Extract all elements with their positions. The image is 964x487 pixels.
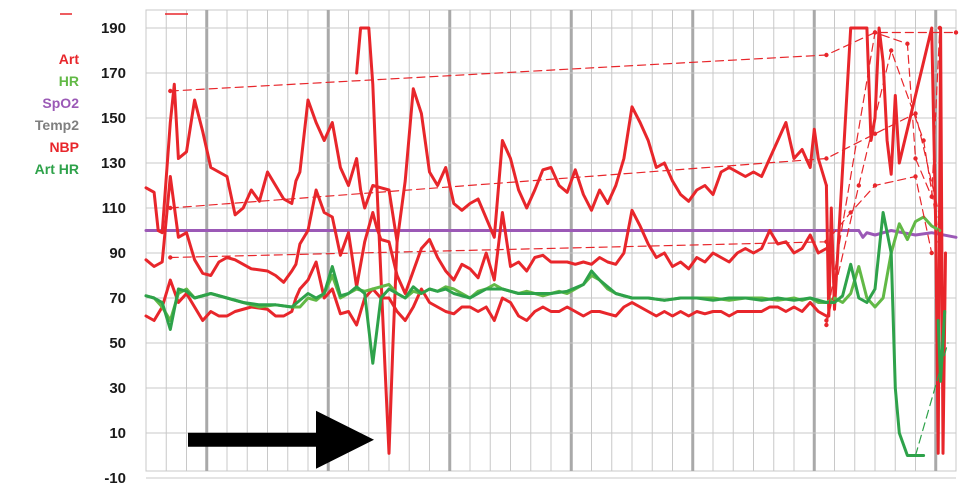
nbp-point bbox=[938, 215, 942, 219]
legend: Art HR SpO2 Temp2 NBP Art HR bbox=[35, 51, 80, 177]
legend-entry-art: Art bbox=[59, 51, 80, 67]
nbp-point bbox=[921, 138, 925, 142]
legend-entry-spo2: SpO2 bbox=[42, 95, 79, 111]
y-tick-label: -10 bbox=[104, 470, 126, 487]
y-tick-label: 150 bbox=[101, 110, 126, 127]
nbp-point bbox=[873, 30, 877, 34]
nbp-point bbox=[849, 210, 853, 214]
legend-entry-art-hr: Art HR bbox=[35, 161, 79, 177]
grid-lines bbox=[146, 10, 956, 478]
y-tick-label: 70 bbox=[109, 290, 126, 307]
y-axis-ticks: 190 170 150 130 110 90 70 50 30 10 -10 bbox=[101, 20, 126, 487]
nbp-point bbox=[824, 156, 828, 160]
nbp-point bbox=[913, 156, 917, 160]
y-tick-label: 10 bbox=[109, 425, 126, 442]
nbp-point bbox=[889, 48, 893, 52]
nbp-point bbox=[938, 240, 942, 244]
nbp-point bbox=[873, 132, 877, 136]
y-tick-label: 170 bbox=[101, 65, 126, 82]
nbp-point bbox=[824, 323, 828, 327]
arrow-shaft bbox=[188, 433, 319, 447]
legend-entry-nbp: NBP bbox=[49, 139, 79, 155]
nbp-point bbox=[824, 53, 828, 57]
nbp-point bbox=[857, 183, 861, 187]
nbp-point bbox=[873, 183, 877, 187]
nbp-point bbox=[824, 240, 828, 244]
y-tick-label: 130 bbox=[101, 155, 126, 172]
nbp-point bbox=[938, 26, 942, 30]
legend-entry-hr: HR bbox=[59, 73, 79, 89]
y-tick-label: 110 bbox=[102, 200, 126, 217]
nbp-point bbox=[954, 30, 958, 34]
y-tick-label: 50 bbox=[109, 335, 126, 352]
legend-entry-temp2: Temp2 bbox=[35, 117, 79, 133]
nbp-point bbox=[913, 174, 917, 178]
nbp-point bbox=[168, 89, 172, 93]
y-tick-label: 30 bbox=[109, 380, 126, 397]
nbp-point bbox=[168, 255, 172, 259]
nbp-point bbox=[913, 111, 917, 115]
y-tick-label: 190 bbox=[101, 20, 126, 37]
nbp-point bbox=[168, 206, 172, 210]
nbp-point bbox=[905, 42, 909, 46]
y-tick-label: 90 bbox=[109, 245, 126, 262]
nbp-point bbox=[930, 251, 934, 255]
